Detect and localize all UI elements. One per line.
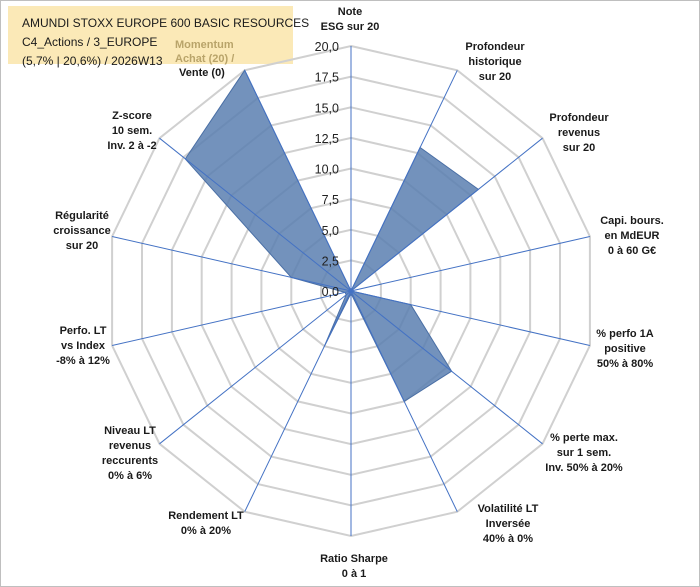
- axis-label-line: en MdEUR: [605, 230, 660, 242]
- radial-tick-label: 10,0: [315, 163, 339, 177]
- axis-label-line: Profondeur: [465, 41, 525, 53]
- axis-label-line: 40% à 0%: [483, 533, 533, 545]
- radial-tick-label: 20,0: [315, 40, 339, 54]
- radial-tick-label: 15,0: [315, 101, 339, 115]
- axis-label-8: Rendement LT 0% à 20%: [168, 510, 244, 537]
- radar-spokes: [111, 46, 591, 536]
- axis-spoke: [350, 70, 458, 292]
- axis-label-line: ESG sur 20: [321, 21, 380, 33]
- axis-label-momentum-line-2: Achat (20) /: [175, 53, 235, 65]
- axis-label-line: % perfo 1A: [596, 328, 654, 340]
- radial-tick-label: 7,5: [322, 193, 339, 207]
- axis-label-line: 10 sem.: [112, 125, 152, 137]
- axis-label-line: Inv. 2 à -2: [107, 140, 156, 152]
- axis-label-line: 0% à 6%: [108, 470, 152, 482]
- axis-label-line: Perfo. LT: [60, 325, 107, 337]
- axis-label-line: historique: [468, 56, 521, 68]
- axis-label-line: 0% à 20%: [181, 525, 231, 537]
- axis-label-line: -8% à 12%: [56, 355, 110, 367]
- axis-label-7: Ratio Sharpe 0 à 1: [320, 553, 388, 580]
- axis-label-line: Inv. 50% à 20%: [545, 462, 623, 474]
- axis-label-line: Capi. bours.: [600, 215, 664, 227]
- chart-subtitle-category: C4_Actions / 3_EUROPE: [22, 35, 158, 49]
- radial-tick-label: 5,0: [322, 224, 339, 238]
- axis-label-line: Z-score: [112, 110, 152, 122]
- chart-subtitle-range: (5,7% | 20,6%) / 2026W13: [22, 54, 163, 68]
- axis-spoke: [350, 290, 591, 346]
- radial-tick-label: 12,5: [315, 132, 339, 146]
- axis-label-line: sur 1 sem.: [557, 447, 611, 459]
- axis-label-line: revenus: [109, 440, 151, 452]
- axis-label-line: vs Index: [61, 340, 106, 352]
- axis-label-line: Ratio Sharpe: [320, 553, 388, 565]
- axis-spoke: [350, 236, 591, 292]
- axis-label-line: Niveau LT: [104, 425, 156, 437]
- axis-spoke: [350, 137, 543, 292]
- axis-label-6: Volatilité LT Inversée 40% à 0%: [478, 503, 539, 545]
- axis-label-line: revenus: [558, 127, 600, 139]
- axis-label-momentum-line-1: Momentum: [175, 39, 234, 51]
- axis-label-9: Niveau LT revenus reccurents 0% à 6%: [102, 425, 158, 482]
- axis-label-line: sur 20: [66, 240, 98, 252]
- axis-label-10: Perfo. LT vs Index -8% à 12%: [56, 325, 110, 367]
- axis-label-line: positive: [604, 343, 646, 355]
- axis-label-line: reccurents: [102, 455, 158, 467]
- axis-label-line: sur 20: [563, 142, 595, 154]
- axis-label-line: Inversée: [486, 518, 531, 530]
- chart-title-box: AMUNDI STOXX EUROPE 600 BASIC RESOURCES …: [8, 6, 309, 68]
- axis-label-line: croissance: [53, 225, 110, 237]
- axis-label-line: 50% à 80%: [597, 358, 653, 370]
- axis-label-0: Note ESG sur 20: [321, 6, 380, 33]
- axis-label-4: % perfo 1A positive 50% à 80%: [596, 328, 654, 370]
- axis-spoke: [244, 290, 352, 512]
- axis-spoke: [244, 70, 352, 292]
- axis-spoke: [111, 236, 352, 292]
- axis-label-1: Profondeur historique sur 20: [465, 41, 525, 83]
- axis-label-5: % perte max. sur 1 sem. Inv. 50% à 20%: [545, 432, 623, 474]
- axis-spoke: [350, 290, 543, 445]
- chart-title: AMUNDI STOXX EUROPE 600 BASIC RESOURCES: [22, 16, 310, 30]
- axis-label-momentum-line-3: Vente (0): [179, 67, 225, 79]
- axis-spoke: [350, 290, 458, 512]
- axis-label-line: % perte max.: [550, 432, 618, 444]
- axis-spoke: [159, 290, 352, 445]
- axis-label-12: Z-score 10 sem. Inv. 2 à -2: [107, 110, 156, 152]
- radial-tick-label: 2,5: [322, 254, 339, 268]
- axis-label-11: Régularité croissance sur 20: [53, 210, 110, 252]
- axis-label-3: Capi. bours. en MdEUR 0 à 60 G€: [600, 215, 664, 257]
- axis-label-line: 0 à 1: [342, 568, 366, 580]
- axis-label-line: Profondeur: [549, 112, 609, 124]
- radial-tick-label: 0,0: [322, 285, 339, 299]
- axis-label-line: sur 20: [479, 71, 511, 83]
- axis-label-line: Note: [338, 6, 362, 18]
- axis-label-2: Profondeur revenus sur 20: [549, 112, 609, 154]
- axis-label-line: 0 à 60 G€: [608, 245, 656, 257]
- axis-label-momentum: Momentum Achat (20) / Vente (0): [175, 38, 234, 80]
- axis-spoke: [111, 290, 352, 346]
- axis-spoke: [159, 137, 352, 292]
- axis-label-line: Régularité: [55, 210, 109, 222]
- axis-label-line: Rendement LT: [168, 510, 244, 522]
- axis-label-line: Volatilité LT: [478, 503, 539, 515]
- radial-tick-label: 17,5: [315, 71, 339, 85]
